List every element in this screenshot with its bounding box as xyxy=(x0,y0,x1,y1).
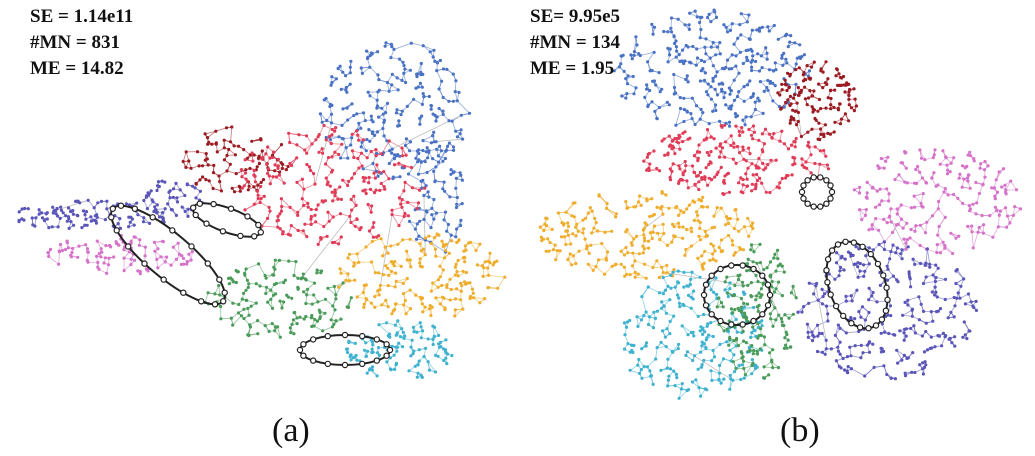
highlight-loop xyxy=(823,238,891,332)
stats-a: SE = 1.14e11 #MN = 831 ME = 14.82 xyxy=(30,4,133,82)
caption-a: (a) xyxy=(272,412,310,449)
stat-se: SE= 9.95e5 xyxy=(530,6,620,27)
panel-a: SE = 1.14e11 #MN = 831 ME = 14.82 (a) xyxy=(0,0,517,456)
highlight-loop xyxy=(108,202,228,308)
panel-b: SE= 9.95e5 #MN = 134 ME = 1.95 (b) xyxy=(517,0,1035,456)
stat-se: SE = 1.14e11 xyxy=(30,6,134,27)
stat-mn: #MN = 134 xyxy=(530,32,620,53)
node-layer xyxy=(17,41,507,379)
stat-me: ME = 14.82 xyxy=(30,58,124,79)
caption-b: (b) xyxy=(780,412,820,449)
graph-layout-a xyxy=(17,41,507,379)
highlight-loop xyxy=(798,174,836,210)
stat-mn: #MN = 831 xyxy=(30,32,120,53)
stats-b: SE= 9.95e5 #MN = 134 ME = 1.95 xyxy=(530,4,620,82)
highlight-loop xyxy=(296,331,394,369)
highlight-loop xyxy=(700,262,774,328)
highlight-loop xyxy=(189,200,264,240)
node-layer xyxy=(538,8,1023,400)
stat-me: ME = 1.95 xyxy=(530,58,615,79)
graph-layout-b xyxy=(538,8,1023,400)
